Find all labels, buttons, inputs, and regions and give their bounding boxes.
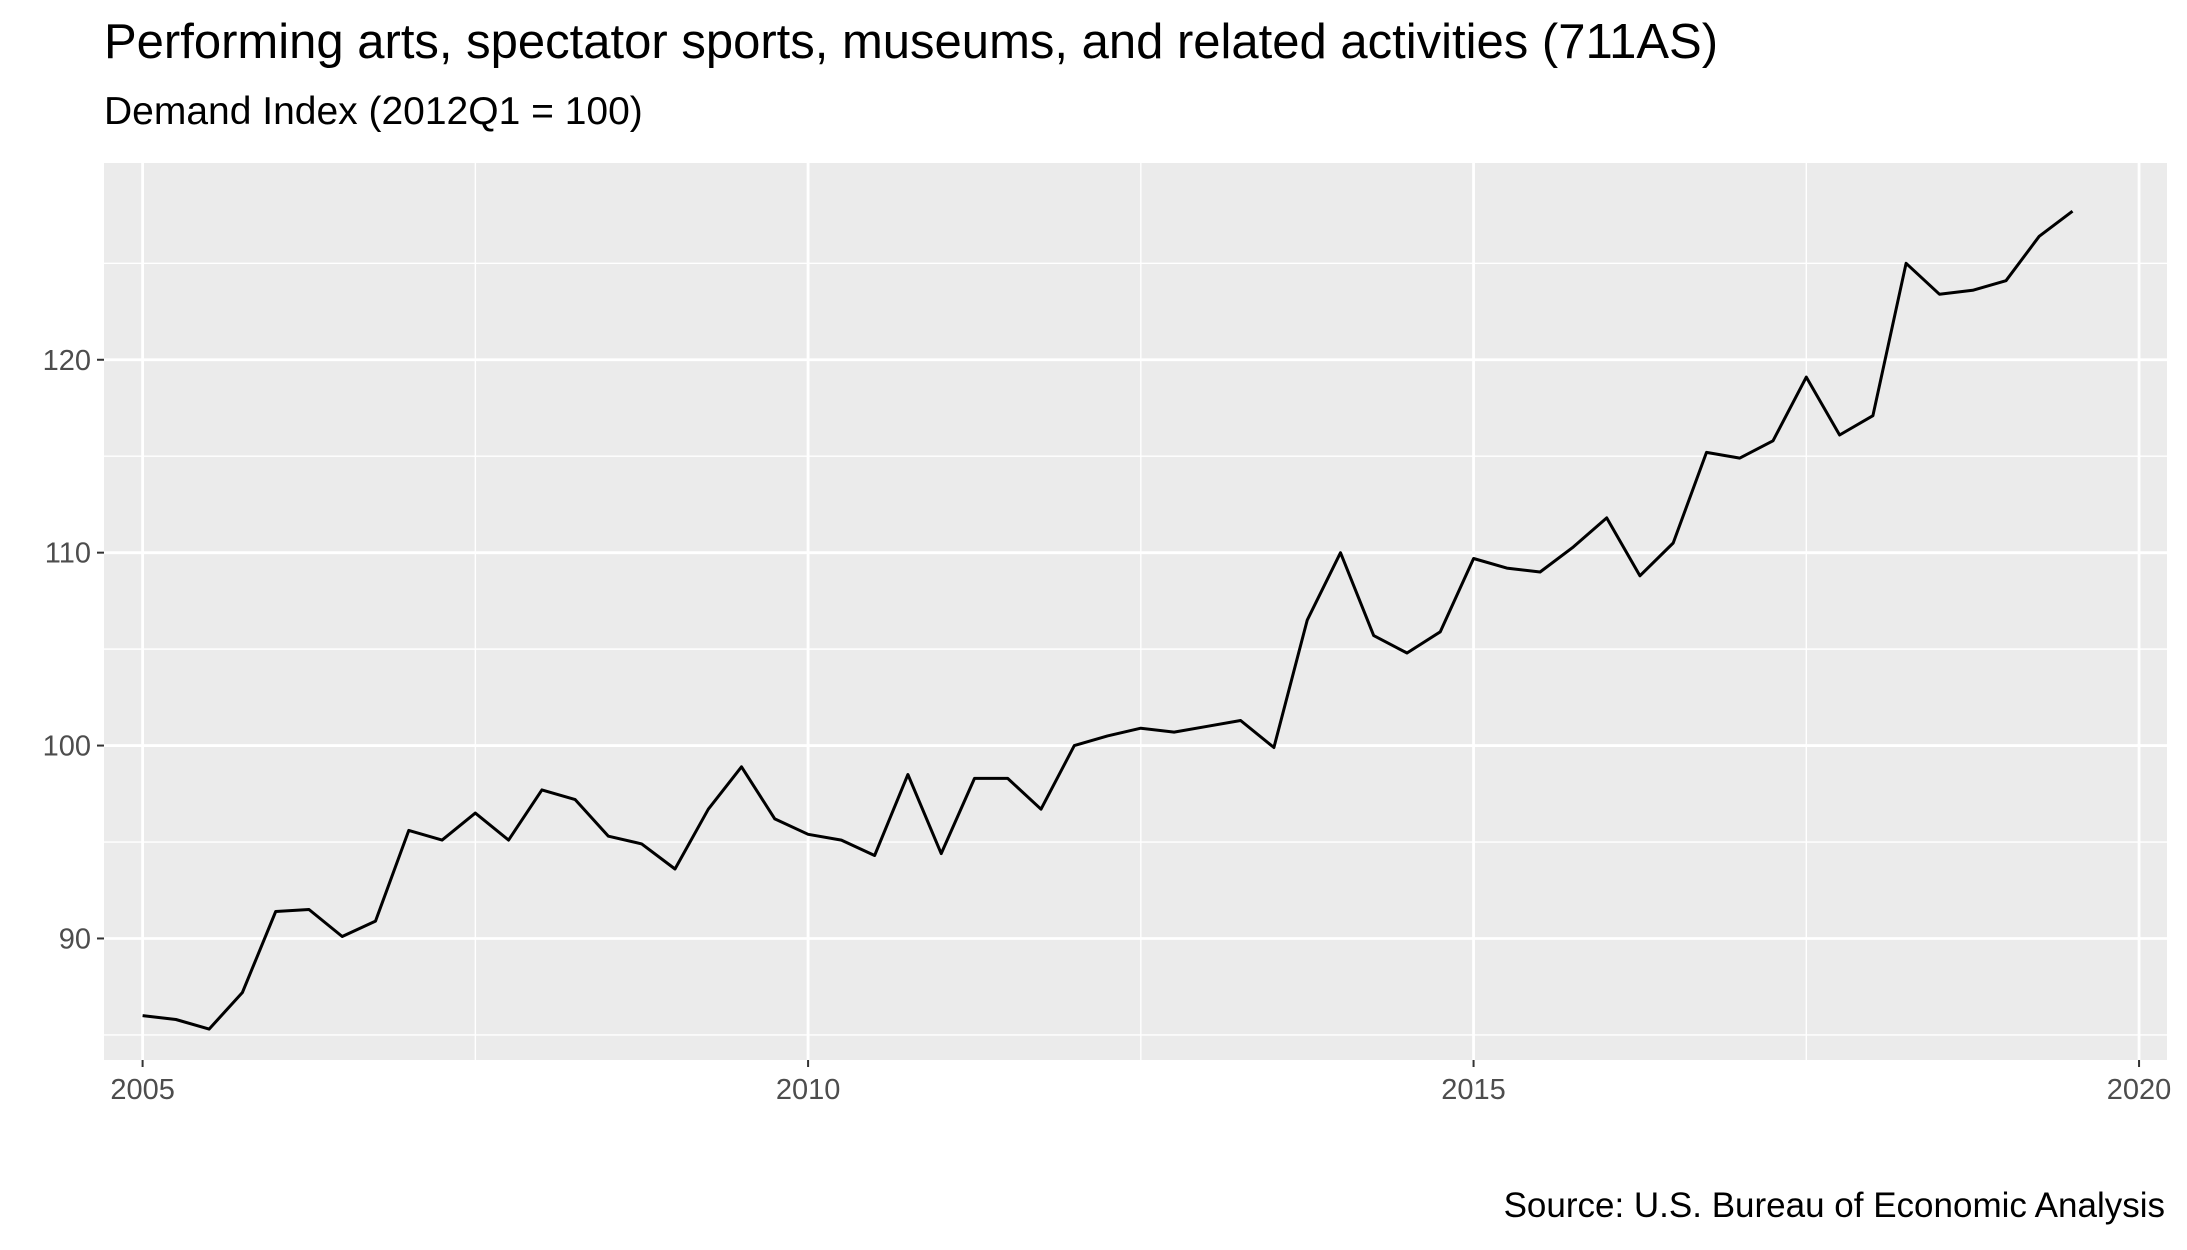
chart-title: Performing arts, spectator sports, museu…: [104, 15, 1719, 69]
data-point: [972, 776, 976, 780]
data-point: [740, 765, 744, 769]
data-point: [706, 807, 710, 811]
data-point: [939, 852, 943, 856]
data-point: [1738, 456, 1742, 460]
data-point: [1372, 634, 1376, 638]
data-point: [1638, 574, 1642, 578]
y-tick-label: 110: [45, 538, 91, 570]
data-point: [240, 990, 244, 994]
data-point: [1239, 718, 1243, 722]
demand-index-line: [142, 210, 2074, 1031]
y-axis: 90 100 110 120: [43, 345, 104, 955]
plot-panel: [104, 163, 2167, 1060]
data-point: [1205, 724, 1209, 728]
data-point: [1505, 566, 1509, 570]
data-point: [1106, 734, 1110, 738]
data-point: [1771, 439, 1775, 443]
data-point: [1472, 556, 1476, 560]
data-point: [1871, 414, 1875, 418]
data-point: [141, 1014, 145, 1018]
x-axis: 2005 2010 2015 2020: [110, 1060, 2171, 1106]
data-point: [806, 832, 810, 836]
data-point: [2071, 209, 2075, 213]
data-point: [540, 788, 544, 792]
data-point: [2004, 279, 2008, 283]
data-point: [1438, 630, 1442, 634]
data-point: [507, 838, 511, 842]
data-point: [839, 838, 843, 842]
data-point: [1671, 541, 1675, 545]
data-point: [1571, 545, 1575, 549]
y-tick-label: 90: [59, 923, 91, 955]
data-point: [2037, 234, 2041, 238]
y-tick-label: 120: [43, 345, 91, 377]
data-point: [906, 773, 910, 777]
data-point: [274, 909, 278, 913]
data-point: [1838, 433, 1842, 437]
x-tick-label: 2020: [2107, 1074, 2172, 1106]
data-point: [1006, 776, 1010, 780]
data-point: [1172, 730, 1176, 734]
data-point: [1272, 745, 1276, 749]
x-tick-label: 2010: [776, 1074, 841, 1106]
data-point: [1538, 570, 1542, 574]
data-point: [1971, 288, 1975, 292]
data-point: [1804, 375, 1808, 379]
y-tick-label: 100: [43, 731, 91, 763]
x-tick-label: 2005: [110, 1074, 175, 1106]
data-point: [606, 834, 610, 838]
data-point: [407, 828, 411, 832]
major-gridlines: [104, 163, 2167, 1060]
data-point: [1305, 618, 1309, 622]
data-point: [440, 838, 444, 842]
data-point: [1937, 292, 1941, 296]
data-point: [1405, 651, 1409, 655]
data-point: [207, 1027, 211, 1031]
data-point: [473, 811, 477, 815]
data-point: [174, 1017, 178, 1021]
data-point: [673, 867, 677, 871]
data-point: [773, 817, 777, 821]
source-note: Source: U.S. Bureau of Economic Analysis: [1503, 1186, 2165, 1225]
data-point: [1605, 516, 1609, 520]
chart-subtitle: Demand Index (2012Q1 = 100): [104, 90, 643, 133]
data-point: [374, 919, 378, 923]
data-point: [1904, 261, 1908, 265]
data-point: [1338, 551, 1342, 555]
data-point: [340, 935, 344, 939]
data-point: [1704, 450, 1708, 454]
data-point: [1139, 726, 1143, 730]
x-tick-label: 2015: [1441, 1074, 1506, 1106]
data-point: [573, 798, 577, 802]
data-point: [640, 842, 644, 846]
data-point: [307, 908, 311, 912]
minor-gridlines: [104, 163, 2167, 1060]
data-point: [873, 854, 877, 858]
data-point: [1039, 807, 1043, 811]
data-point: [1072, 744, 1076, 748]
